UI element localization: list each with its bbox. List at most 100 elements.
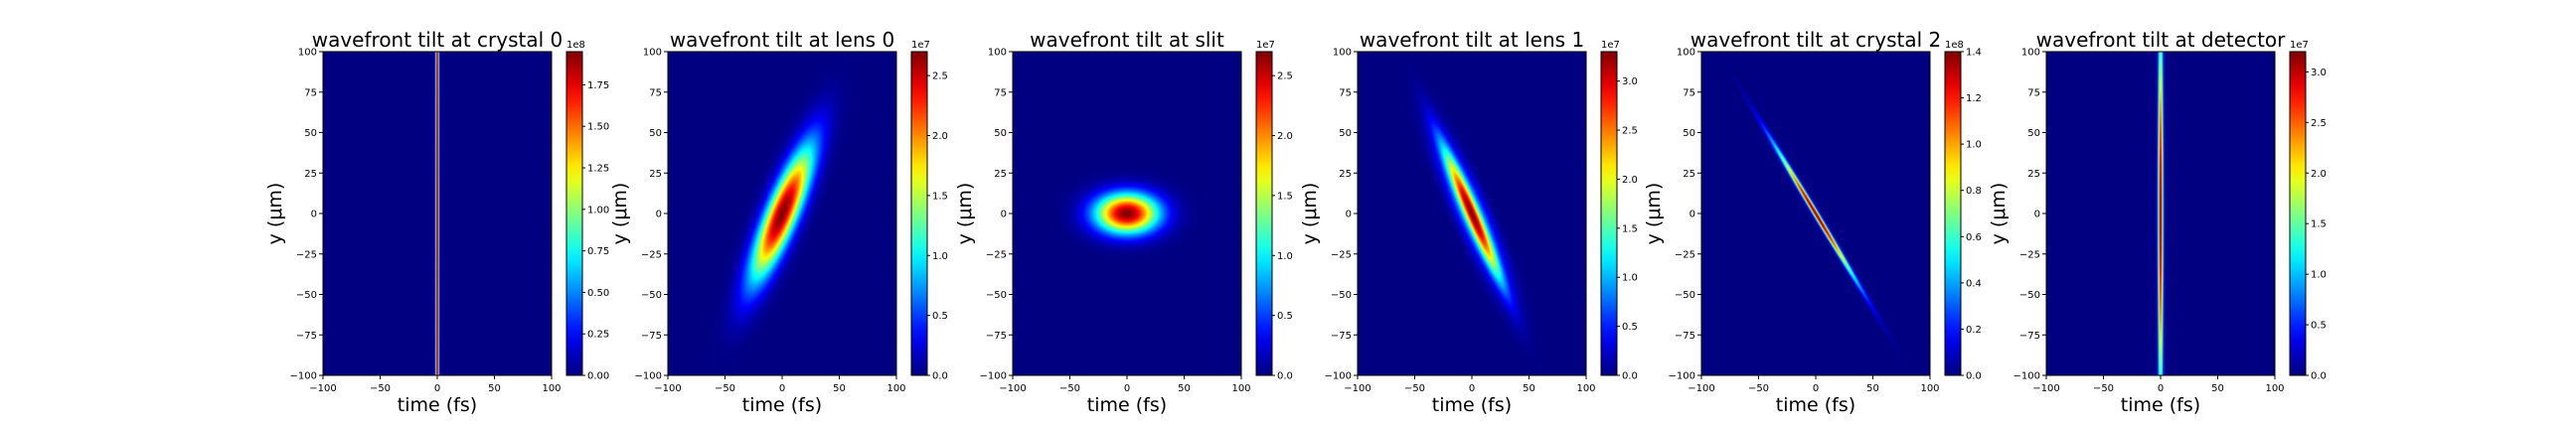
y-tick-label: 75 [649, 87, 662, 98]
y-tick-label: 100 [988, 48, 1007, 59]
x-tick-label: 50 [1523, 383, 1535, 394]
y-tick-label: 0 [656, 210, 662, 220]
colorbar-tick-label: 2.5 [932, 72, 948, 82]
colorbar-tick-label: 0.0 [932, 371, 948, 382]
y-tick-label: 25 [2027, 169, 2040, 180]
colorbar-tick-label: 0.0 [1966, 371, 1982, 382]
colorbar-offset-label: 1e7 [2290, 40, 2309, 51]
colorbar-tick-label: 0.8 [1966, 186, 1982, 197]
colorbar-tick-label: 1.0 [932, 251, 948, 262]
x-tick-label: 100 [886, 383, 905, 394]
heatmap-image [1701, 52, 1930, 375]
colorbar-tick-label: 1.4 [1966, 48, 1982, 59]
colorbar-offset-label: 1e7 [1256, 40, 1275, 51]
x-tick-label: −100 [309, 383, 336, 394]
y-tick-label: −100 [1325, 371, 1352, 382]
heatmap-image [2046, 52, 2275, 375]
y-tick-label: −25 [1331, 249, 1352, 260]
y-tick-label: −50 [2019, 290, 2040, 301]
x-tick-label: −50 [715, 383, 735, 394]
colorbar [2289, 51, 2307, 376]
x-tick-label: 0 [2158, 383, 2164, 394]
colorbar-tick-label: 2.0 [1622, 175, 1638, 186]
colorbar-tick-label: 1.5 [932, 191, 948, 202]
colorbar-tick-label: 2.5 [1622, 126, 1638, 137]
y-tick-label: 0 [1690, 210, 1695, 220]
y-tick-label: −25 [2019, 249, 2040, 260]
x-tick-label: 100 [2265, 383, 2284, 394]
x-axis-label: time (fs) [2121, 394, 2200, 416]
y-tick-label: 25 [1683, 169, 1695, 180]
x-tick-label: −100 [999, 383, 1026, 394]
colorbar-tick-label: 1.50 [587, 122, 609, 133]
x-tick-label: 100 [1920, 383, 1939, 394]
colorbar-offset-label: 1e7 [1601, 40, 1620, 51]
y-tick-label: 0 [2034, 210, 2040, 220]
y-tick-label: 100 [2021, 48, 2040, 59]
y-tick-label: 100 [1677, 48, 1695, 59]
x-tick-label: 50 [1866, 383, 1879, 394]
subplot-title: wavefront tilt at crystal 2 [1690, 28, 1942, 52]
y-tick-label: −100 [980, 371, 1007, 382]
colorbar-tick-label: 1.75 [587, 80, 609, 91]
colorbar-tick-label: 2.5 [2311, 118, 2327, 129]
x-axis-label: time (fs) [742, 394, 822, 416]
colorbar [1600, 51, 1618, 376]
x-axis-label: time (fs) [1432, 394, 1512, 416]
y-tick-label: 50 [994, 128, 1007, 139]
x-tick-label: 50 [488, 383, 501, 394]
colorbar-tick-label: 3.0 [2311, 68, 2327, 78]
x-tick-label: 100 [542, 383, 561, 394]
colorbar [1255, 51, 1273, 376]
y-axis-label: y (μm) [609, 183, 631, 245]
y-tick-label: −75 [986, 331, 1007, 342]
y-tick-label: 50 [649, 128, 662, 139]
y-tick-label: 25 [994, 169, 1007, 180]
y-tick-label: −25 [1675, 249, 1695, 260]
y-tick-label: 50 [2027, 128, 2040, 139]
subplot-title: wavefront tilt at lens 1 [1360, 28, 1584, 52]
colorbar-tick-label: 0.0 [1622, 371, 1638, 382]
y-tick-label: 50 [304, 128, 317, 139]
colorbar-tick-label: 2.0 [1277, 131, 1293, 142]
y-tick-label: −50 [1331, 290, 1352, 301]
colorbar-tick-label: 0.00 [587, 371, 609, 382]
colorbar-tick-label: 1.00 [587, 205, 609, 215]
colorbar-tick-label: 0.6 [1966, 232, 1982, 243]
colorbar-tick-label: 1.0 [1966, 140, 1982, 151]
y-tick-label: 75 [2027, 87, 2040, 98]
x-axis-label: time (fs) [1087, 394, 1167, 416]
y-tick-label: −100 [635, 371, 662, 382]
y-tick-label: 75 [994, 87, 1007, 98]
heatmap-image [323, 52, 552, 375]
y-tick-label: −25 [641, 249, 662, 260]
colorbar [910, 51, 928, 376]
colorbar-offset-label: 1e8 [566, 40, 585, 51]
y-tick-label: −75 [1675, 331, 1695, 342]
colorbar-tick-label: 2.5 [1277, 72, 1293, 82]
colorbar-offset-label: 1e8 [1945, 40, 1964, 51]
y-tick-label: 0 [1346, 210, 1352, 220]
x-tick-label: 100 [1576, 383, 1595, 394]
colorbar-tick-label: 0.75 [587, 246, 609, 257]
subplot-2: wavefront tilt at slit −100 −50 0 50 100 100 75… [954, 28, 1293, 416]
x-tick-label: −100 [1688, 383, 1714, 394]
colorbar-tick-label: 0.25 [587, 330, 609, 341]
colorbar-tick-label: 2.0 [2311, 169, 2327, 180]
y-tick-label: 25 [304, 169, 317, 180]
colorbar-tick-label: 0.2 [1966, 325, 1982, 336]
colorbar-tick-label: 1.5 [1622, 223, 1638, 234]
y-tick-label: −50 [986, 290, 1007, 301]
subplot-0: wavefront tilt at crystal 0 −100 −50 0 50 100… [264, 28, 609, 416]
subplot-title: wavefront tilt at detector [2036, 28, 2287, 52]
x-tick-label: 0 [779, 383, 785, 394]
y-tick-label: 25 [1339, 169, 1352, 180]
colorbar-tick-label: 0.5 [1277, 311, 1293, 322]
colorbar-tick-label: 1.5 [2311, 219, 2327, 230]
y-tick-label: 100 [1333, 48, 1352, 59]
x-tick-label: −100 [1344, 383, 1370, 394]
subplot-4: wavefront tilt at crystal 2 −100 −50 0 50 100… [1643, 28, 1982, 416]
x-axis-label: time (fs) [1776, 394, 1855, 416]
colorbar-tick-label: 1.0 [1277, 251, 1293, 262]
colorbar-tick-label: 0.0 [1277, 371, 1293, 382]
